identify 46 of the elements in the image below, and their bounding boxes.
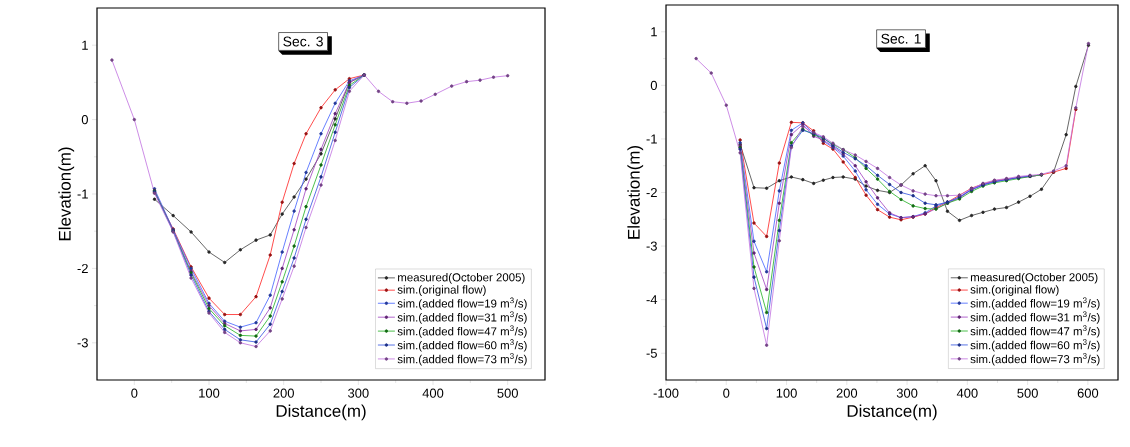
x-tick-label: 100 (776, 388, 797, 398)
legend-label: measured(October 2005) (970, 272, 1098, 284)
annotation: Sec. 3 (283, 36, 323, 47)
x-tick-label: 500 (1017, 388, 1038, 398)
y-tick-label: 1 (82, 40, 88, 50)
legend-label: sim.(added flow=60 m$^{3}$/s) (970, 339, 1100, 352)
x-tick-label: 100 (199, 388, 220, 398)
x-tick-label: 300 (348, 388, 369, 398)
x-axis-title: Distance(m) (276, 404, 366, 421)
legend-label: sim.(added flow=73 m$^{3}$/s) (970, 353, 1100, 366)
legend-label: sim.(added flow=60 m$^{3}$/s) (397, 339, 527, 352)
x-tick-label: 0 (131, 388, 138, 398)
x-tick-label: 400 (422, 388, 444, 398)
y-axis-title: Elevation(m) (627, 146, 644, 239)
x-tick-label: 300 (896, 388, 918, 398)
legend-label: sim.(added flow=47 m$^{3}$/s) (970, 325, 1100, 338)
legend-label: sim.(added flow=31 m$^{3}$/s) (397, 311, 527, 324)
legend-label: sim.(added flow=19 m$^{3}$/s) (397, 297, 527, 310)
y-tick-label: -2 (646, 187, 657, 198)
x-axis-title: Distance(m) (847, 404, 937, 421)
y-axis-title: Elevation(m) (58, 147, 75, 241)
legend-label: sim.(original flow) (970, 285, 1059, 296)
y-tick-label: -1 (646, 134, 657, 144)
annotation: Sec. 1 (881, 33, 921, 44)
x-tick-label: 400 (956, 388, 978, 398)
y-tick-label: -5 (646, 348, 657, 358)
legend-label: sim.(added flow=47 m$^{3}$/s) (397, 325, 527, 338)
x-tick-label: 200 (836, 388, 858, 398)
y-tick-label: 0 (650, 80, 657, 90)
legend-label: measured(October 2005) (398, 272, 525, 284)
legend-label: sim.(original flow) (397, 285, 486, 296)
y-tick-label: -3 (77, 338, 88, 348)
y-tick-label: 1 (651, 27, 657, 37)
y-tick-label: 0 (81, 115, 88, 125)
y-tick-label: -4 (646, 295, 658, 305)
legend-label: sim.(added flow=19 m$^{3}$/s) (970, 297, 1100, 310)
y-tick-label: -1 (77, 189, 88, 199)
x-tick-label: 600 (1077, 388, 1099, 398)
y-tick-label: -3 (646, 241, 657, 251)
legend-label: sim.(added flow=31 m$^{3}$/s) (970, 311, 1100, 324)
x-tick-label: 0 (723, 388, 730, 398)
y-tick-label: -2 (77, 263, 88, 273)
legend-label: sim.(added flow=73 m$^{3}$/s) (397, 353, 527, 366)
x-tick-label: 500 (497, 388, 518, 398)
x-tick-label: 200 (273, 388, 294, 398)
x-tick-label: -100 (653, 388, 679, 398)
